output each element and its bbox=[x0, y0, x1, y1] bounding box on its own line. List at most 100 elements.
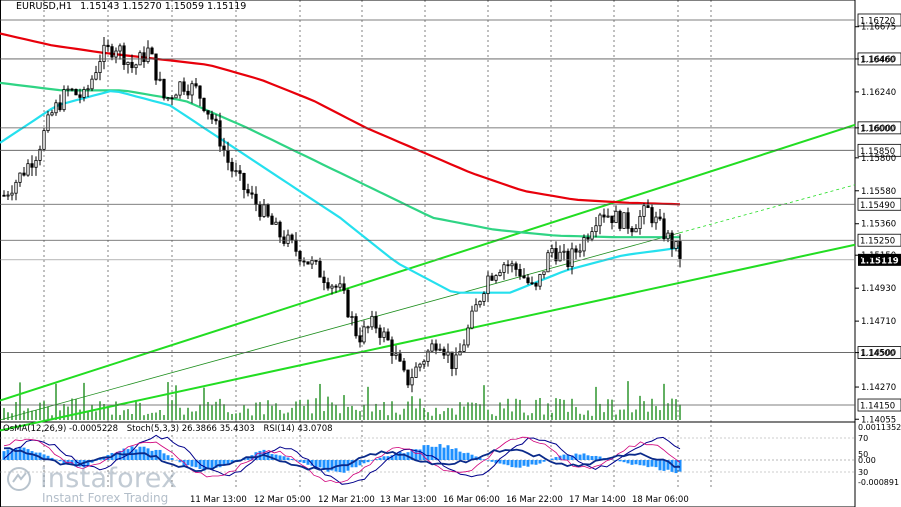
candle-body bbox=[234, 170, 238, 173]
candle-body bbox=[362, 326, 366, 343]
osma-bar bbox=[322, 460, 326, 470]
time-tick-label: 17 Mar 14:00 bbox=[569, 495, 626, 505]
osc-tick-label: 50 bbox=[858, 450, 868, 459]
time-tick-label: 13 Mar 13:00 bbox=[380, 495, 437, 505]
osma-bar bbox=[430, 446, 434, 460]
osma-bar bbox=[62, 460, 66, 464]
candle-body bbox=[614, 210, 618, 224]
osma-bar bbox=[354, 460, 358, 468]
candle-body bbox=[82, 89, 86, 98]
osma-bar bbox=[678, 460, 682, 472]
osma-bar bbox=[522, 460, 526, 466]
candle-body bbox=[182, 81, 186, 92]
ohlc-readout: 1.15143 1.15270 1.15059 1.15119 bbox=[80, 1, 247, 12]
candle-body bbox=[122, 45, 126, 65]
osma-bar bbox=[18, 446, 22, 460]
watermark-subtitle: Instant Forex Trading bbox=[42, 491, 169, 505]
candle-body bbox=[562, 250, 566, 253]
candle-body bbox=[406, 369, 410, 386]
osma-bar bbox=[222, 460, 226, 466]
candle-body bbox=[434, 343, 438, 351]
oscillator-header: OsMA(12,26,9) -0.0005228 Stoch(5,3,3) 26… bbox=[3, 424, 339, 434]
current-price-label: 1.15119 bbox=[860, 256, 899, 266]
stoch-label: Stoch(5,3,3) 26.3866 35.4303 bbox=[126, 424, 255, 434]
osma-bar bbox=[566, 454, 570, 460]
level-box bbox=[857, 398, 901, 412]
channel-lines bbox=[0, 123, 856, 432]
time-tick-label: 12 Mar 21:00 bbox=[318, 495, 375, 505]
ma-cyan-line bbox=[0, 89, 681, 294]
osma-bar bbox=[578, 454, 582, 460]
candle-body bbox=[458, 351, 462, 356]
rsi-line bbox=[3, 447, 680, 473]
candle-body bbox=[210, 113, 214, 120]
candle-body bbox=[498, 272, 502, 276]
candle-body bbox=[622, 212, 626, 229]
osma-bar bbox=[154, 449, 158, 460]
osma-bar bbox=[502, 460, 506, 465]
osma-bar bbox=[370, 460, 374, 461]
osma-bar bbox=[74, 460, 78, 467]
osma-bar bbox=[362, 460, 366, 464]
osma-bar bbox=[538, 460, 542, 464]
osma-bar bbox=[418, 449, 422, 460]
candle-body bbox=[490, 275, 494, 281]
price-tick-label: 1.15800 bbox=[861, 154, 896, 164]
level-label: 1.14150 bbox=[860, 402, 895, 412]
candle-body bbox=[294, 239, 298, 252]
candle-body bbox=[158, 78, 162, 81]
candle-body bbox=[18, 172, 22, 183]
osma-bar bbox=[2, 451, 6, 460]
osma-bar bbox=[598, 456, 602, 460]
price-tick-label: 1.15360 bbox=[861, 220, 896, 230]
candle-body bbox=[170, 97, 174, 100]
osc-tick-label: 30 bbox=[858, 468, 868, 477]
candle-body bbox=[402, 360, 406, 371]
osma-bar bbox=[626, 460, 630, 464]
osma-bar bbox=[450, 448, 454, 460]
candle-body bbox=[474, 304, 478, 312]
stoch-main-line bbox=[3, 434, 681, 485]
level-label: 1.14500 bbox=[860, 349, 895, 359]
osma-bar bbox=[78, 460, 82, 467]
candle-body bbox=[634, 228, 638, 233]
candle-body bbox=[226, 150, 230, 163]
candle-body bbox=[98, 61, 102, 73]
candle-body bbox=[558, 251, 562, 262]
osma-bar bbox=[10, 450, 14, 460]
osma-bar bbox=[650, 460, 654, 467]
osma-bar bbox=[478, 457, 482, 460]
osma-bar bbox=[318, 460, 322, 468]
osma-bar bbox=[202, 460, 206, 471]
candle-body bbox=[602, 214, 606, 218]
level-label: 1.16720 bbox=[860, 16, 895, 26]
candle-body bbox=[230, 161, 234, 172]
osma-bar bbox=[498, 460, 502, 464]
osma-bar bbox=[470, 454, 474, 460]
candle-body bbox=[674, 241, 678, 249]
candle-body bbox=[378, 327, 382, 338]
candle-body bbox=[554, 248, 558, 262]
price-tick-label: 1.16000 bbox=[861, 124, 896, 134]
candle-body bbox=[14, 181, 18, 194]
osma-bar bbox=[490, 460, 494, 462]
osma-bar bbox=[414, 449, 418, 460]
osma-bar bbox=[386, 456, 390, 460]
candle-body bbox=[414, 366, 418, 378]
candle-body bbox=[578, 250, 582, 253]
candle-body bbox=[106, 44, 110, 48]
osma-bar bbox=[454, 448, 458, 460]
candle-body bbox=[470, 310, 474, 329]
osma-bar bbox=[274, 454, 278, 460]
candle-body bbox=[590, 231, 594, 240]
candle-body bbox=[102, 44, 106, 62]
osma-bar bbox=[482, 459, 486, 460]
candle-body bbox=[410, 377, 414, 386]
osma-bar bbox=[214, 460, 218, 468]
osma-bar bbox=[162, 453, 166, 460]
price-tick-label: 1.15580 bbox=[861, 187, 896, 197]
price-tick-label: 1.14930 bbox=[861, 284, 896, 294]
candle-body bbox=[22, 172, 26, 176]
osma-bar bbox=[642, 460, 646, 466]
